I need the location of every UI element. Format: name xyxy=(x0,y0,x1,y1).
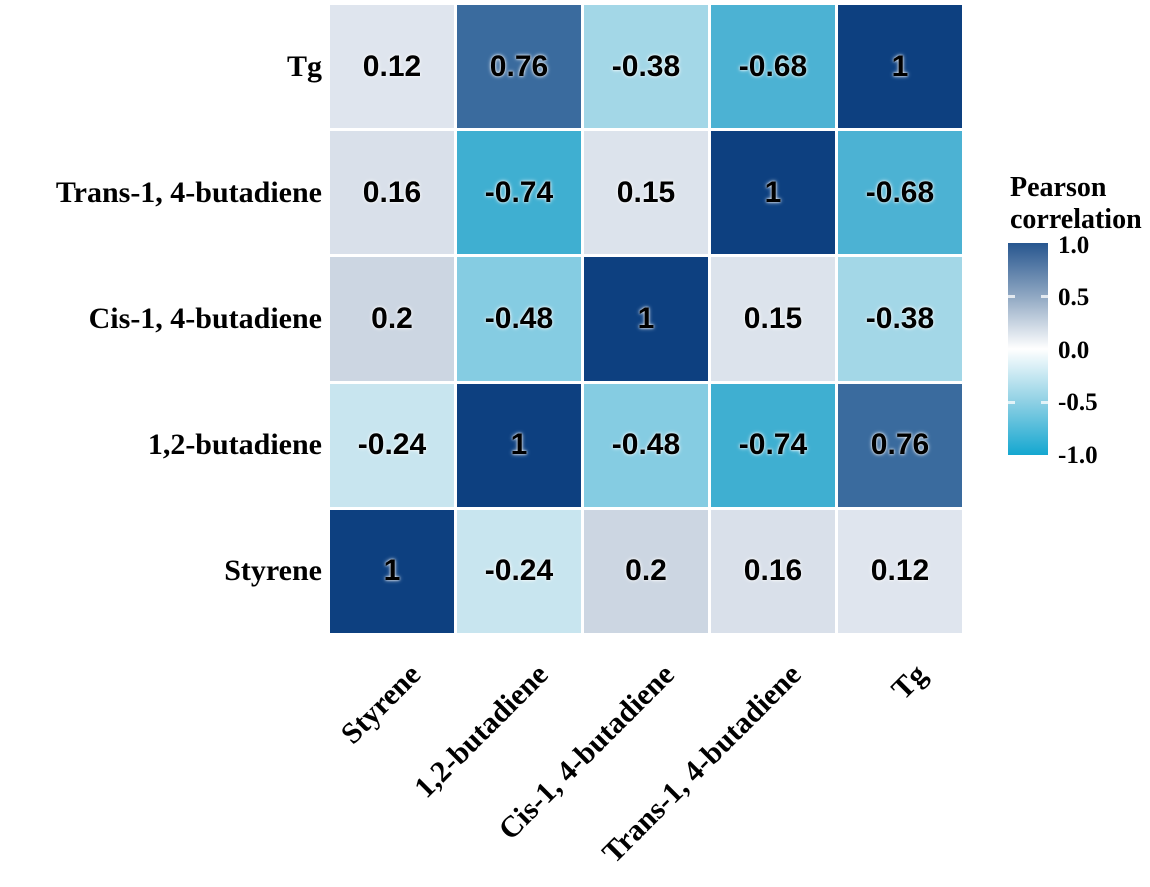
heatmap-cell: -0.68 xyxy=(838,131,962,255)
colorbar-tick-mark xyxy=(1008,295,1015,298)
y-axis-label: Styrene xyxy=(224,554,322,587)
x-axis-label: Styrene xyxy=(334,658,428,751)
heatmap-cell: 1 xyxy=(838,5,962,129)
heatmap-cell: 0.15 xyxy=(711,257,835,381)
heatmap-cell: -0.24 xyxy=(457,509,581,633)
heatmap-cell: 0.2 xyxy=(330,257,454,381)
heatmap-cell: -0.38 xyxy=(584,5,708,129)
colorbar-tick-mark xyxy=(1008,401,1015,404)
heatmap-cell: 1 xyxy=(584,257,708,381)
heatmap-cell: 1 xyxy=(457,383,581,507)
colorbar-tick-label: 1.0 xyxy=(1058,232,1090,259)
colorbar-tick-label: -1.0 xyxy=(1058,442,1098,469)
heatmap-cell: 0.16 xyxy=(711,509,835,633)
colorbar-tick-mark xyxy=(1041,401,1048,404)
colorbar-title: Pearson correlation xyxy=(1010,172,1142,236)
heatmap-cell: 0.15 xyxy=(584,131,708,255)
heatmap-cell: -0.68 xyxy=(711,5,835,129)
heatmap-cell: 1 xyxy=(330,509,454,633)
x-axis-label: Tg xyxy=(885,658,934,707)
colorbar-tick-mark xyxy=(1041,295,1048,298)
colorbar-title-line2: correlation xyxy=(1010,204,1142,236)
heatmap-cell: 0.76 xyxy=(457,5,581,129)
heatmap-cell: -0.74 xyxy=(457,131,581,255)
heatmap-cell: 0.16 xyxy=(330,131,454,255)
y-axis-label: Cis-1, 4-butadiene xyxy=(88,302,322,335)
heatmap-cell: 0.12 xyxy=(330,5,454,129)
heatmap-cell: -0.74 xyxy=(711,383,835,507)
y-axis-label: Tg xyxy=(286,50,322,83)
colorbar-title-line1: Pearson xyxy=(1010,172,1107,203)
heatmap-grid: 0.12 0.76 -0.38 -0.68 1 0.16 -0.74 0.15 1 -0.68 0.… xyxy=(330,5,962,633)
colorbar-tick-label: 0.5 xyxy=(1058,284,1090,311)
colorbar-tick-label: 0.0 xyxy=(1058,337,1090,364)
y-axis-label: 1,2-butadiene xyxy=(147,428,322,461)
heatmap-cell: 0.12 xyxy=(838,509,962,633)
heatmap-cell: 1 xyxy=(711,131,835,255)
heatmap-cell: -0.38 xyxy=(838,257,962,381)
heatmap-cell: 0.76 xyxy=(838,383,962,507)
heatmap-cell: -0.24 xyxy=(330,383,454,507)
colorbar-tick-label: -0.5 xyxy=(1058,389,1098,416)
colorbar xyxy=(1008,243,1048,455)
heatmap-cell: -0.48 xyxy=(457,257,581,381)
y-axis-label: Trans-1, 4-butadiene xyxy=(55,176,322,209)
heatmap-cell: -0.48 xyxy=(584,383,708,507)
heatmap-cell: 0.2 xyxy=(584,509,708,633)
